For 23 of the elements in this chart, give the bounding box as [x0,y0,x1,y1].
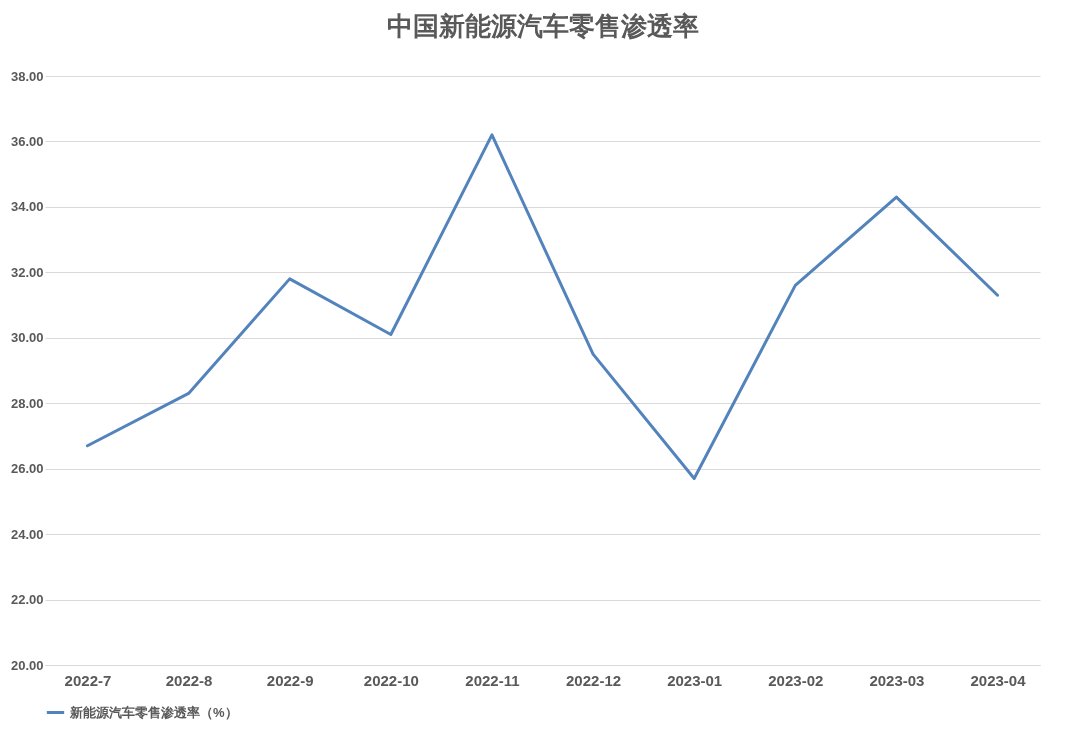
chart-title: 中国新能源汽车零售渗透率 [386,11,699,41]
x-tick-label: 2022-10 [363,671,419,689]
x-tick-label: 2022-9 [266,671,314,689]
y-tick-label: 20.00 [10,657,44,673]
x-tick-label: 2022-12 [566,671,622,689]
y-tick-label: 24.00 [10,526,44,542]
x-tick-label: 2022-7 [64,671,112,689]
x-tick-label: 2023-03 [869,671,925,689]
x-tick-label: 2023-01 [667,671,723,689]
x-tick-label: 2023-04 [970,671,1027,689]
y-tick-label: 38.00 [10,68,44,84]
y-tick-label: 26.00 [10,461,44,477]
y-tick-label: 28.00 [10,395,44,411]
legend-label: 新能源汽车零售渗透率（%） [69,704,238,720]
line-series [85,133,1000,480]
x-tick-label: 2022-8 [165,671,213,689]
y-tick-label: 34.00 [10,199,44,215]
y-tick-label: 32.00 [10,264,44,280]
y-tick-label: 30.00 [10,330,44,346]
x-tick-label: 2022-11 [465,671,520,689]
y-tick-label: 36.00 [10,133,44,149]
x-tick-label: 2023-02 [768,671,824,689]
y-tick-label: 22.00 [10,592,44,608]
